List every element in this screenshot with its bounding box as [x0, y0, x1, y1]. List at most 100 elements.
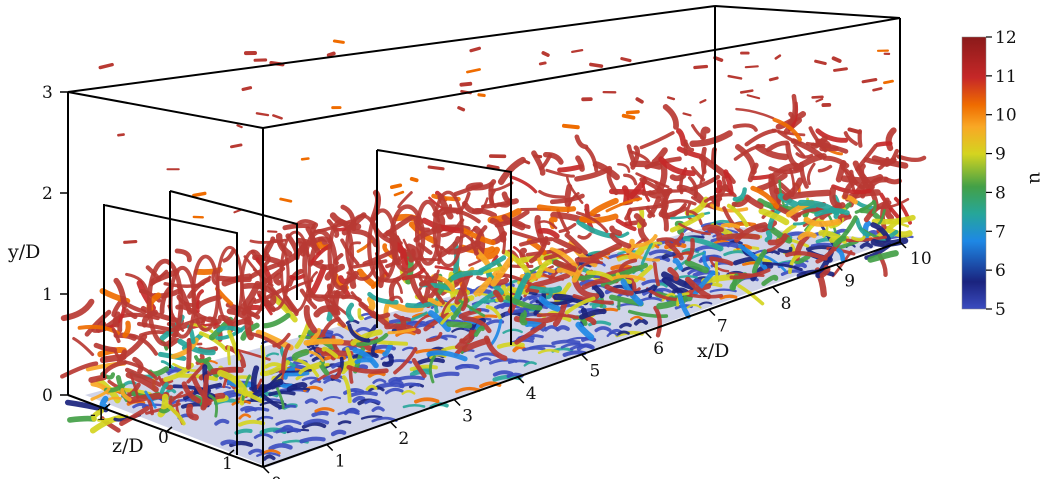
vortex-fragment: [471, 48, 479, 50]
floor-streak: [313, 413, 326, 415]
vortex-tube: [716, 263, 717, 282]
y-tick-label: 2: [42, 184, 53, 204]
vortex-fragment: [479, 95, 484, 96]
vortex-tube: [254, 368, 257, 389]
vortex-fragment: [273, 115, 281, 118]
x-tick-mark: [773, 287, 779, 293]
vortex-tube: [790, 193, 828, 197]
vortex-tube: [560, 225, 575, 232]
vortex-tube: [664, 190, 685, 191]
vortex-tube: [96, 345, 114, 349]
vortex-fragment: [329, 53, 334, 55]
floor-streak: [307, 400, 316, 402]
vortex-fragment: [281, 199, 291, 201]
colorbar-tick-label: 5: [995, 300, 1006, 320]
floor-streak: [721, 296, 736, 298]
vortex-tube: [352, 293, 369, 311]
floor-streak: [524, 348, 544, 350]
vortex-fragment: [748, 95, 760, 98]
vortex-tube: [679, 131, 684, 144]
vortex-fragment: [770, 78, 777, 80]
vortex-fragment: [461, 84, 470, 85]
vortex-tube: [220, 278, 249, 279]
vortex-fragment: [849, 129, 859, 132]
vortex-tube: [767, 233, 769, 240]
vortex-fragment: [100, 65, 112, 68]
floor-streak: [436, 374, 457, 376]
x-tick-label: 1: [335, 452, 346, 472]
vortex-tube: [189, 340, 190, 367]
vortex-tube: [753, 176, 770, 178]
vortex-tube: [285, 226, 313, 228]
vortex-tube: [247, 320, 250, 337]
vortex-tube: [491, 185, 492, 204]
colorbar-tick-label: 8: [995, 183, 1006, 203]
vortex-tube: [539, 207, 573, 209]
vortex-fragment: [700, 100, 705, 102]
vortex-tube: [503, 233, 504, 252]
vortex-fragment: [591, 64, 602, 66]
vortex-fragment: [194, 193, 205, 195]
vortex-tube: [373, 343, 375, 355]
vortex-fragment: [257, 113, 268, 115]
vortex-tube: [846, 133, 856, 144]
vortex-tube: [735, 125, 756, 130]
vortex-fragment: [467, 69, 479, 72]
colorbar-tick-label: 11: [995, 67, 1017, 87]
vortex-fragment: [392, 185, 400, 187]
x-tick-label: 7: [717, 317, 728, 337]
vortex-tube: [819, 167, 830, 171]
x-tick-label: 4: [526, 384, 537, 404]
floor-streak: [333, 432, 344, 434]
vortex-tube: [522, 315, 524, 322]
vortex-fragment: [524, 161, 528, 163]
floor-streak: [796, 265, 805, 267]
vortex-structures: [62, 41, 924, 459]
x-tick-label: 9: [844, 272, 855, 292]
vortex-fragment: [334, 41, 343, 42]
vortex-fragment: [125, 242, 136, 243]
z-axis-title: z/D: [112, 435, 144, 457]
colorbar-title: u: [1025, 172, 1042, 184]
vortex-tube: [644, 191, 657, 194]
y-tick-label: 0: [42, 386, 53, 406]
vortex-fragment: [835, 69, 847, 71]
x-tick-label: 10: [910, 249, 932, 269]
vortex-fragment: [302, 159, 308, 160]
vortex-tube: [579, 234, 590, 238]
z-tick-label: 1: [222, 454, 233, 474]
vortex-fragment: [237, 125, 241, 127]
vortex-tube: [560, 167, 582, 170]
vortex-fragment: [813, 97, 823, 98]
vortex-fragment: [243, 88, 250, 90]
vortex-tube: [625, 175, 636, 183]
floor-streak: [392, 382, 402, 384]
vortex-tube: [703, 149, 704, 172]
vortex-tube: [736, 109, 773, 118]
vortex-fragment: [118, 135, 123, 136]
vortex-tube: [723, 225, 738, 227]
vortex-fragment: [412, 179, 417, 180]
z-tick-label: 0: [158, 428, 169, 448]
x-tick-label: 0: [271, 474, 282, 479]
floor-streak: [236, 431, 250, 433]
vortex-tube: [540, 192, 564, 198]
vortex-fragment: [564, 126, 578, 127]
floor-streak: [558, 327, 568, 329]
vortex-tube: [205, 377, 207, 405]
x-tick-label: 6: [653, 339, 664, 359]
vortex-tube: [618, 164, 629, 171]
vortex-tube: [377, 342, 406, 344]
vortex-fragment: [535, 156, 541, 157]
x-tick-label: 8: [781, 294, 792, 314]
vortex-tube: [747, 131, 775, 145]
floor-streak: [398, 377, 423, 379]
vortex-fragment: [695, 67, 706, 68]
vortex-fragment: [622, 59, 630, 61]
y-tick-label: 1: [42, 285, 53, 305]
vortex-tube: [662, 200, 666, 214]
vortex-tube: [276, 276, 279, 283]
vortex-tube: [115, 314, 117, 325]
vortex-fragment: [874, 88, 882, 90]
x-tick-mark: [263, 467, 269, 473]
